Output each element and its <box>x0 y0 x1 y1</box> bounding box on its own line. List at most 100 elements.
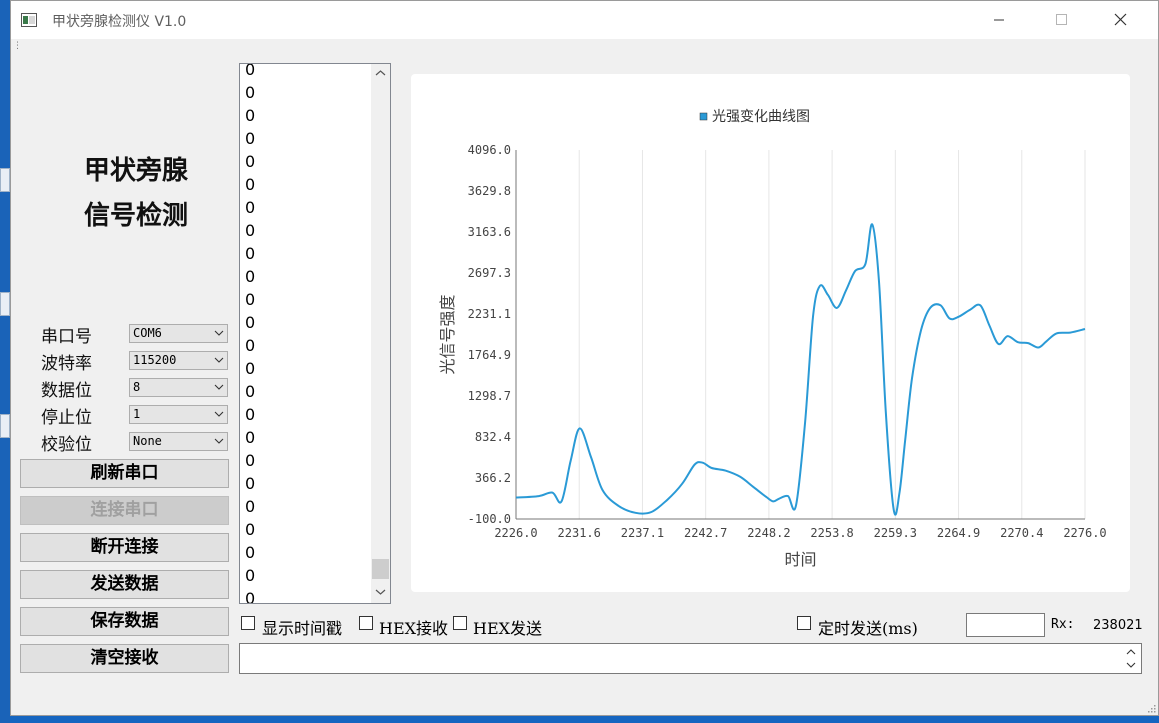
baud-label: 波特率 <box>41 354 92 374</box>
show-timestamp-checkbox[interactable] <box>241 616 255 630</box>
receive-line: 0 <box>245 428 256 447</box>
receive-line: 0 <box>245 566 256 585</box>
send-data-button[interactable]: 发送数据 <box>20 570 229 599</box>
receive-line: 0 <box>245 405 256 424</box>
light-intensity-chart: 2226.0 2231.6 2237.1 2242.7 2248.2 2253.8 2259… <box>411 74 1130 592</box>
stopbits-select-value: 1 <box>133 407 141 421</box>
y-tick-label: 1298.7 <box>468 389 511 403</box>
timer-interval-input[interactable] <box>966 613 1045 637</box>
receive-line: 0 <box>245 129 256 148</box>
chart-canvas: 2226.0 2231.6 2237.1 2242.7 2248.2 2253.8 2259… <box>438 109 1107 569</box>
receive-line: 0 <box>245 106 256 125</box>
desktop-background <box>0 0 10 723</box>
timed-send-checkbox[interactable] <box>797 616 811 630</box>
stopbits-select[interactable]: 1 <box>129 405 228 424</box>
scrollbar-thumb[interactable] <box>372 559 389 579</box>
x-tick-label: 2231.6 <box>558 526 601 540</box>
x-tick-label: 2226.0 <box>494 526 537 540</box>
receive-line: 0 <box>245 520 256 539</box>
chevron-down-icon <box>214 438 224 444</box>
x-tick-label: 2276.0 <box>1063 526 1106 540</box>
receive-line: 0 <box>245 152 256 171</box>
receive-line: 0 <box>245 83 256 102</box>
toolbar-grip-icon: ⋮ <box>13 41 22 51</box>
x-tick-label: 2264.9 <box>937 526 980 540</box>
clear-receive-button[interactable]: 清空接收 <box>20 644 229 673</box>
x-tick-label: 2259.3 <box>874 526 917 540</box>
port-select-value: COM6 <box>133 326 162 340</box>
chevron-down-icon <box>214 357 224 363</box>
resize-grip-icon[interactable] <box>1146 703 1156 713</box>
title-bar[interactable]: 甲状旁腺检测仪 V1.0 <box>11 1 1158 39</box>
y-tick-label: 4096.0 <box>468 143 511 157</box>
desktop-icon[interactable] <box>0 168 10 192</box>
receive-line: 0 <box>245 63 256 79</box>
x-tick-label: 2242.7 <box>684 526 727 540</box>
rx-count: 238021 <box>1093 618 1143 633</box>
hex-send-checkbox[interactable] <box>453 616 467 630</box>
receive-line: 0 <box>245 474 256 493</box>
databits-select[interactable]: 8 <box>129 378 228 397</box>
connect-port-button[interactable]: 连接串口 <box>20 496 229 525</box>
receive-line: 0 <box>245 336 256 355</box>
disconnect-button[interactable]: 断开连接 <box>20 533 229 562</box>
brand-line-2: 信号检测 <box>83 201 188 231</box>
receive-line: 0 <box>245 198 256 217</box>
receive-line: 0 <box>245 290 256 309</box>
app-window: 甲状旁腺检测仪 V1.0 ⋮ 甲状旁腺 信号检测 串口号 COM6 波特率 11… <box>10 0 1159 716</box>
chevron-down-icon <box>214 330 224 336</box>
chevron-down-icon <box>214 384 224 390</box>
send-text-input[interactable] <box>239 643 1142 674</box>
baud-select[interactable]: 115200 <box>129 351 228 370</box>
hex-receive-checkbox[interactable] <box>359 616 373 630</box>
app-window-icon <box>21 13 37 27</box>
y-tick-label: 832.4 <box>475 430 511 444</box>
port-label: 串口号 <box>41 327 92 347</box>
desktop-icon[interactable] <box>0 292 10 316</box>
legend-swatch <box>699 112 708 121</box>
databits-select-value: 8 <box>133 380 141 394</box>
y-tick-label: 3629.8 <box>468 184 511 198</box>
y-tick-label: -100.0 <box>468 512 511 526</box>
show-timestamp-label: 显示时间戳 <box>262 619 343 638</box>
save-data-button[interactable]: 保存数据 <box>20 607 229 636</box>
y-tick-label: 2231.1 <box>468 307 511 321</box>
receive-line: 0 <box>245 497 256 516</box>
legend-label: 光强变化曲线图 <box>712 109 810 125</box>
minimize-icon[interactable] <box>976 1 1022 39</box>
maximize-icon[interactable] <box>1038 1 1084 39</box>
hex-send-label: HEX发送 <box>473 619 543 638</box>
receive-line: 0 <box>245 382 256 401</box>
send-spin-icon[interactable] <box>1122 645 1140 672</box>
brand-line-1: 甲状旁腺 <box>83 156 188 186</box>
scroll-down-icon[interactable] <box>375 588 386 596</box>
timed-send-label: 定时发送(ms) <box>818 619 918 638</box>
receive-line: 0 <box>245 589 256 604</box>
stopbits-label: 停止位 <box>41 408 92 428</box>
receive-line: 0 <box>245 543 256 562</box>
refresh-port-button[interactable]: 刷新串口 <box>20 459 229 488</box>
receive-line: 0 <box>245 313 256 332</box>
receive-line: 0 <box>245 221 256 240</box>
receive-line: 0 <box>245 451 256 470</box>
x-tick-label: 2253.8 <box>810 526 853 540</box>
window-title: 甲状旁腺检测仪 V1.0 <box>52 14 187 30</box>
receive-text-area[interactable]: 0 0 0 0 0 0 0 0 0 0 0 0 0 0 0 0 0 0 0 0 0 0 0 0 <box>239 63 391 604</box>
parity-select[interactable]: None <box>129 432 228 451</box>
receive-lines: 0 0 0 0 0 0 0 0 0 0 0 0 0 0 0 0 0 0 0 0 0 0 0 0 <box>245 63 256 604</box>
scroll-up-icon[interactable] <box>375 69 386 77</box>
chevron-down-icon <box>214 411 224 417</box>
databits-label: 数据位 <box>41 381 92 401</box>
desktop-icon[interactable] <box>0 414 10 438</box>
close-icon[interactable] <box>1098 1 1144 39</box>
y-tick-label: 1764.9 <box>468 348 511 362</box>
brand-title: 甲状旁腺 信号检测 <box>31 149 241 239</box>
hex-receive-label: HEX接收 <box>379 619 449 638</box>
parity-label: 校验位 <box>41 435 92 455</box>
receive-line: 0 <box>245 175 256 194</box>
receive-line: 0 <box>245 359 256 378</box>
port-select[interactable]: COM6 <box>129 324 228 343</box>
receive-scrollbar[interactable] <box>371 64 390 603</box>
y-axis-label: 光信号强度 <box>438 294 457 374</box>
x-tick-label: 2237.1 <box>621 526 664 540</box>
